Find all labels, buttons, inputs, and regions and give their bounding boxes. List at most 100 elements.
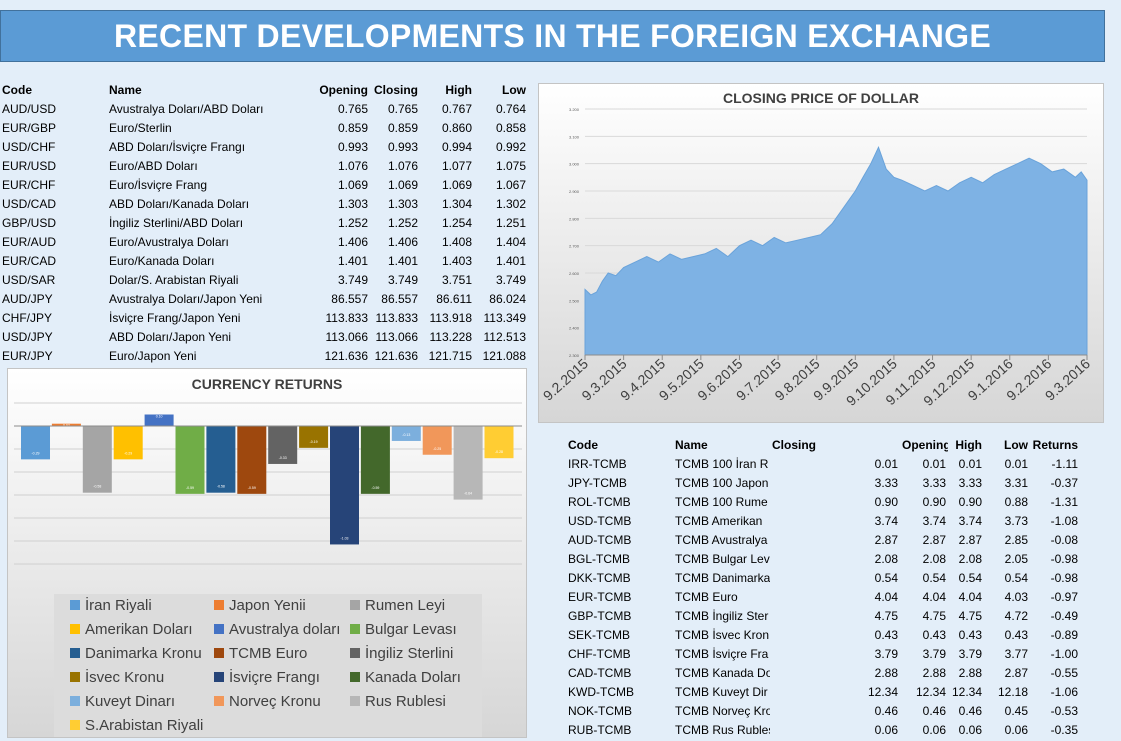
table-cell: İsviçre Frang/Japon Yeni (109, 310, 241, 325)
legend-label: Japon Yenii (229, 597, 306, 614)
table-cell: 0.43 (1004, 627, 1028, 642)
table-cell: 113.833 (375, 310, 419, 325)
legend-label: İran Riyali (85, 597, 152, 614)
table-cell: SEK-TCMB (568, 627, 631, 642)
bar-data-label: -0.29 (124, 451, 132, 455)
table-cell: 12.34 (867, 684, 898, 699)
bar (484, 426, 514, 459)
legend-swatch (70, 672, 80, 682)
table-cell: DKK-TCMB (568, 570, 631, 585)
table-cell: 3.749 (495, 272, 526, 287)
table-cell: -1.06 (1050, 684, 1078, 699)
table-row: EUR/AUD Euro/Avustralya Doları 1.406 1.406 1… (0, 232, 528, 251)
tcmb-table-header: Code Name Closing Opening High Low Returns (566, 435, 1080, 454)
table-cell: 12.18 (997, 684, 1028, 699)
tcmb-header-cell: Returns (1032, 437, 1078, 452)
table-cell: 1.077 (441, 158, 472, 173)
bar (144, 414, 174, 426)
table-cell: EUR/CAD (2, 253, 57, 268)
table-cell: 0.88 (1004, 494, 1028, 509)
table-cell: 1.303 (337, 196, 368, 211)
table-cell: 0.860 (441, 120, 472, 135)
table-cell: Euro/Kanada Doları (109, 253, 215, 268)
table-row: BGL-TCMB TCMB Bulgar Lev 2.08 2.08 2.08 2.05 -… (566, 549, 1080, 568)
fx-header-cell: Closing (374, 82, 418, 97)
table-cell: IRR-TCMB (568, 456, 627, 471)
table-cell: Euro/ABD Doları (109, 158, 198, 173)
legend-label: Kuveyt Dinarı (85, 693, 176, 710)
table-cell: 2.88 (922, 665, 946, 680)
legend-swatch (70, 624, 80, 634)
table-cell: 3.33 (874, 475, 898, 490)
table-cell: 121.088 (482, 348, 526, 363)
table-cell: 1.252 (387, 215, 418, 230)
table-row: USD/CAD ABD Doları/Kanada Doları 1.303 1.30… (0, 194, 528, 213)
bar (21, 426, 50, 460)
table-cell: -1.31 (1050, 494, 1078, 509)
table-cell: -0.08 (1050, 532, 1078, 547)
table-cell: 0.06 (922, 722, 946, 737)
table-cell: CHF-TCMB (568, 646, 631, 661)
table-cell: 0.43 (958, 627, 982, 642)
table-row: USD/SAR Dolar/S. Arabistan Riyali 3.749 3.7… (0, 270, 528, 289)
table-cell: 1.254 (441, 215, 472, 230)
table-cell: EUR/USD (2, 158, 57, 173)
table-cell: Euro/Avustralya Doları (109, 234, 229, 249)
y-tick-label: 2.700 (569, 244, 580, 249)
table-cell: ABD Doları/Kanada Doları (109, 196, 250, 211)
table-cell: 4.04 (922, 589, 946, 604)
bar (175, 426, 205, 494)
table-cell: 1.252 (337, 215, 368, 230)
legend-item: İngiliz Sterlini (350, 645, 453, 662)
table-cell: 1.251 (495, 215, 526, 230)
table-cell: 86.024 (489, 291, 526, 306)
table-cell: 0.01 (874, 456, 898, 471)
table-cell: 113.918 (429, 310, 473, 325)
table-cell: -0.35 (1050, 722, 1078, 737)
table-cell: Avustralya Doları/ABD Doları (109, 101, 264, 116)
table-cell: 0.994 (441, 139, 472, 154)
table-cell: USD/JPY (2, 329, 53, 344)
bar (360, 426, 390, 494)
legend-item: Rumen Leyi (350, 597, 445, 614)
bar (422, 426, 452, 455)
table-cell: 2.08 (874, 551, 898, 566)
fx-header-cell: Opening (319, 82, 368, 97)
legend-item: Avustralya doları (214, 621, 340, 638)
tcmb-header-cell: Low (1004, 437, 1028, 452)
table-cell: USD/SAR (2, 272, 56, 287)
table-cell: 0.993 (337, 139, 368, 154)
table-cell: 3.33 (922, 475, 946, 490)
table-cell: BGL-TCMB (568, 551, 631, 566)
table-cell: 3.74 (874, 513, 898, 528)
bar (237, 426, 267, 494)
table-cell: TCMB Danimarka (675, 570, 770, 585)
tcmb-header-cell: High (955, 437, 982, 452)
table-cell: EUR/CHF (2, 177, 56, 192)
legend-swatch (350, 624, 360, 634)
legend-swatch (214, 600, 224, 610)
table-cell: -0.55 (1050, 665, 1078, 680)
table-cell: ABD Doları/İsviçre Frangı (109, 139, 246, 154)
page-title: RECENT DEVELOPMENTS IN THE FOREIGN EXCHA… (0, 10, 1105, 62)
table-row: SEK-TCMB TCMB İsvec Kron 0.43 0.43 0.43 0.43 -… (566, 625, 1080, 644)
table-cell: TCMB Amerikan (675, 513, 763, 528)
fx-header-cell: Name (109, 82, 142, 97)
table-cell: GBP-TCMB (568, 608, 632, 623)
table-cell: 3.79 (922, 646, 946, 661)
table-cell: 0.992 (495, 139, 526, 154)
table-cell: 0.01 (922, 456, 946, 471)
table-cell: 113.833 (325, 310, 369, 325)
table-cell: 1.401 (337, 253, 368, 268)
table-cell: 4.04 (874, 589, 898, 604)
table-row: EUR/CHF Euro/İsviçre Frang 1.069 1.069 1.069… (0, 175, 528, 194)
bar (268, 426, 298, 464)
y-tick-label: 2.900 (569, 189, 580, 194)
table-row: CHF-TCMB TCMB İsviçre Fra 3.79 3.79 3.79 3.77… (566, 644, 1080, 663)
table-cell: -1.08 (1050, 513, 1078, 528)
table-cell: 1.406 (387, 234, 418, 249)
legend-item: İsviçre Frangı (214, 669, 320, 686)
legend-item: Amerikan Doları (70, 621, 193, 638)
y-tick-label: 3.000 (569, 162, 580, 167)
table-cell: 3.79 (958, 646, 982, 661)
